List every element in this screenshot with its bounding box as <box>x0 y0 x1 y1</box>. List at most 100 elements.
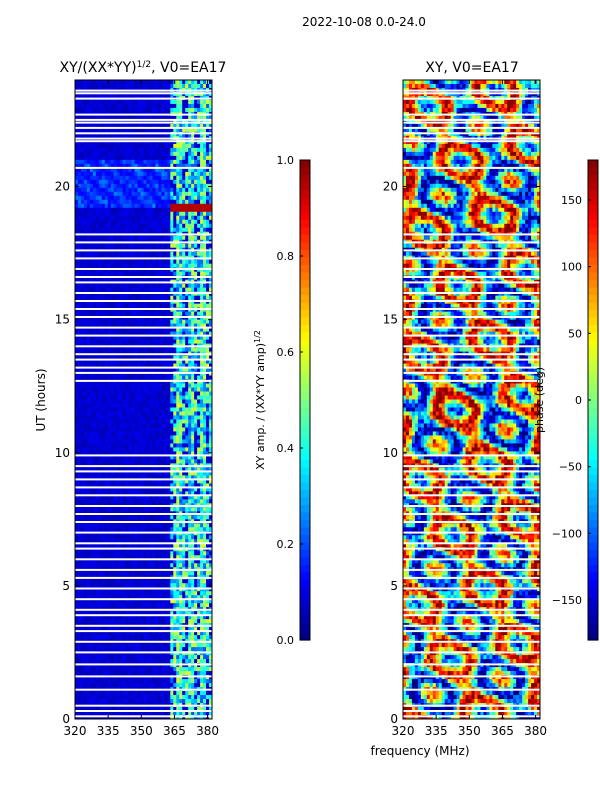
heatmap-cell <box>143 411 147 416</box>
heatmap-cell <box>101 423 106 428</box>
heatmap-cell <box>75 191 79 197</box>
heatmap-cell <box>122 411 127 416</box>
heatmap-cell <box>173 283 177 289</box>
heatmap-cell <box>188 143 192 149</box>
heatmap-cell <box>119 403 124 408</box>
heatmap-cell <box>149 391 153 396</box>
heatmap-cell <box>191 435 195 440</box>
heatmap-cell <box>182 155 186 161</box>
heatmap-cell <box>107 187 112 193</box>
heatmap-cell <box>155 103 159 109</box>
heatmap-cell <box>83 475 88 480</box>
heatmap-cell <box>101 143 106 149</box>
heatmap-cell <box>113 199 118 205</box>
heatmap-cell <box>206 467 210 472</box>
heatmap-cell <box>185 387 189 392</box>
heatmap-cell <box>113 455 118 460</box>
heatmap-cell <box>75 199 79 205</box>
heatmap-cell <box>75 387 79 392</box>
heatmap-cell <box>161 151 165 157</box>
heatmap-cell <box>101 359 106 364</box>
heatmap-cell <box>122 115 127 121</box>
heatmap-cell <box>137 499 141 504</box>
heatmap-cell <box>86 363 91 368</box>
heatmap-cell <box>116 483 121 488</box>
heatmap-cell <box>158 115 162 121</box>
heatmap-cell <box>95 347 100 352</box>
heatmap-cell <box>167 347 171 352</box>
heatmap-cell <box>116 475 121 480</box>
heatmap-cell <box>161 259 165 265</box>
heatmap-cell <box>146 479 150 484</box>
heatmap-cell <box>200 431 204 436</box>
heatmap-cell <box>170 155 174 161</box>
heatmap-cell <box>113 183 118 189</box>
heatmap-cell <box>101 475 106 480</box>
heatmap-cell <box>209 263 213 269</box>
heatmap-cell <box>110 295 115 301</box>
heatmap-cell <box>158 191 162 197</box>
heatmap-cell <box>131 271 135 277</box>
heatmap-cell <box>167 303 171 309</box>
heatmap-cell <box>197 191 201 197</box>
heatmap-cell <box>200 215 204 221</box>
heatmap-cell <box>149 483 153 488</box>
heatmap-cell <box>152 339 156 344</box>
heatmap-cell <box>140 359 144 364</box>
heatmap-cell <box>134 335 138 340</box>
heatmap-cell <box>194 443 198 448</box>
heatmap-cell <box>134 187 138 193</box>
heatmap-cell <box>182 355 186 360</box>
heatmap-cell <box>200 355 204 360</box>
heatmap-cell <box>131 507 135 512</box>
heatmap-cell <box>170 251 174 257</box>
heatmap-cell <box>119 499 124 504</box>
heatmap-cell <box>149 327 153 332</box>
heatmap-cell <box>137 271 141 277</box>
heatmap-cell <box>77 419 82 424</box>
heatmap-cell <box>98 195 103 201</box>
heatmap-cell <box>140 143 144 149</box>
heatmap-cell <box>209 319 213 325</box>
heatmap-cell <box>131 451 135 456</box>
heatmap-cell <box>206 439 210 444</box>
heatmap-cell <box>143 467 147 472</box>
heatmap-cell <box>113 355 118 360</box>
heatmap-cell <box>131 199 135 205</box>
heatmap-cell <box>200 471 204 476</box>
heatmap-cell <box>83 147 88 153</box>
heatmap-cell <box>203 387 207 392</box>
heatmap-cell <box>107 327 112 332</box>
heatmap-cell <box>146 387 150 392</box>
heatmap-cell <box>176 115 180 121</box>
heatmap-cell <box>191 447 195 452</box>
heatmap-cell <box>185 283 189 289</box>
heatmap-cell <box>110 243 115 249</box>
heatmap-cell <box>152 183 156 189</box>
heatmap-cell <box>164 167 168 173</box>
heatmap-cell <box>134 359 138 364</box>
heatmap-cell <box>98 175 103 181</box>
heatmap-cell <box>95 323 100 329</box>
heatmap-cell <box>122 123 127 129</box>
heatmap-cell <box>104 163 109 169</box>
heatmap-cell <box>170 399 174 404</box>
heatmap-cell <box>209 331 213 336</box>
heatmap-cell <box>143 491 147 496</box>
heatmap-cell <box>89 283 94 289</box>
heatmap-cell <box>107 175 112 181</box>
heatmap-cell <box>75 99 79 105</box>
heatmap-cell <box>134 80 138 85</box>
heatmap-cell <box>200 339 204 344</box>
heatmap-cell <box>149 263 153 269</box>
heatmap-cell <box>137 155 141 161</box>
heatmap-cell <box>164 439 168 444</box>
heatmap-cell <box>185 207 189 213</box>
heatmap-cell <box>146 215 150 221</box>
heatmap-cell <box>146 415 150 420</box>
heatmap-cell <box>77 331 82 336</box>
heatmap-cell <box>77 223 82 229</box>
heatmap-cell <box>86 159 91 165</box>
heatmap-cell <box>107 159 112 165</box>
heatmap-cell <box>188 167 192 173</box>
